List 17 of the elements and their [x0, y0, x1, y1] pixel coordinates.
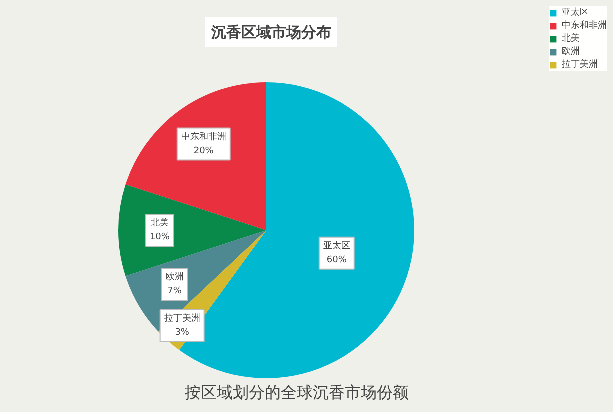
text: 按区域划分的全球沉香市场份额	[185, 383, 409, 402]
data-label: 60%	[326, 255, 348, 266]
slice-label: 亚太区	[323, 240, 350, 252]
slice-label: 拉丁美洲	[164, 312, 200, 324]
legend-label: 北美	[562, 32, 581, 45]
legend-label: 亚太区	[562, 6, 589, 19]
legend-label: 拉丁美洲	[562, 58, 598, 71]
slice-label: 欧洲	[166, 272, 184, 283]
data-label: 7%	[168, 286, 182, 297]
data-label: 3%	[175, 328, 190, 338]
legend-label: 中东和非洲	[562, 20, 607, 32]
data-label: 20%	[194, 146, 214, 156]
slice-label: 北美	[150, 218, 169, 228]
slice-label: 中东和非洲	[181, 131, 226, 142]
data-label: 10%	[150, 232, 170, 242]
legend-label: 欧洲	[562, 46, 581, 58]
text: 沉香区域市场分布	[210, 24, 332, 42]
